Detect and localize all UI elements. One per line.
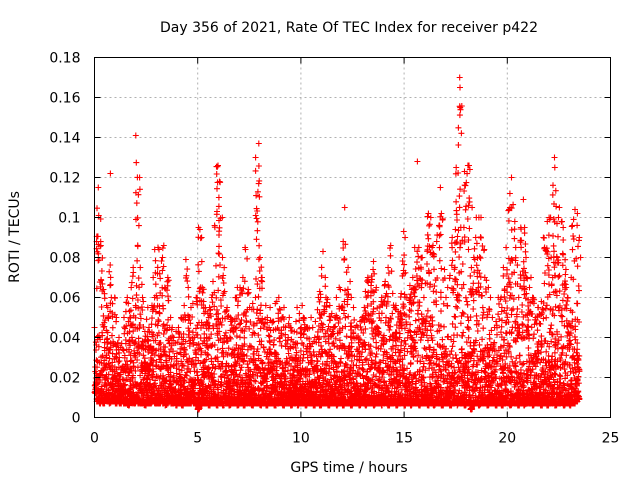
y-tick-label: 0.06 — [49, 291, 80, 307]
y-tick-label: 0.08 — [49, 251, 80, 267]
x-axis-title: GPS time / hours — [290, 460, 407, 476]
x-tick-label: 10 — [292, 431, 310, 447]
x-tick-label: 15 — [395, 431, 413, 447]
y-axis-ticks: 0 0.02 0.04 0.06 0.08 0.1 0.12 0.14 0.16 0.18 — [49, 51, 611, 427]
y-tick-label: 0.18 — [49, 51, 80, 67]
y-tick-label: 0.14 — [49, 131, 80, 147]
y-tick-label: 0.04 — [49, 331, 80, 347]
x-tick-label: 20 — [498, 431, 516, 447]
y-tick-label: 0.16 — [49, 91, 80, 107]
y-tick-label: 0.12 — [49, 171, 80, 187]
chart-title: Day 356 of 2021, Rate Of TEC Index for r… — [160, 20, 538, 36]
y-tick-label: 0.02 — [49, 371, 80, 387]
x-axis-ticks: 0 5 10 15 20 25 — [90, 57, 620, 447]
x-tick-label: 0 — [90, 431, 99, 447]
y-tick-label: 0.1 — [58, 211, 80, 227]
x-tick-label: 5 — [193, 431, 202, 447]
y-axis-title: ROTI / TECUs — [7, 191, 23, 283]
plot-frame — [94, 57, 611, 418]
data-point-markers — [91, 74, 584, 413]
y-tick-label: 0 — [72, 411, 81, 427]
data-points — [91, 74, 584, 413]
x-tick-label: 25 — [602, 431, 620, 447]
